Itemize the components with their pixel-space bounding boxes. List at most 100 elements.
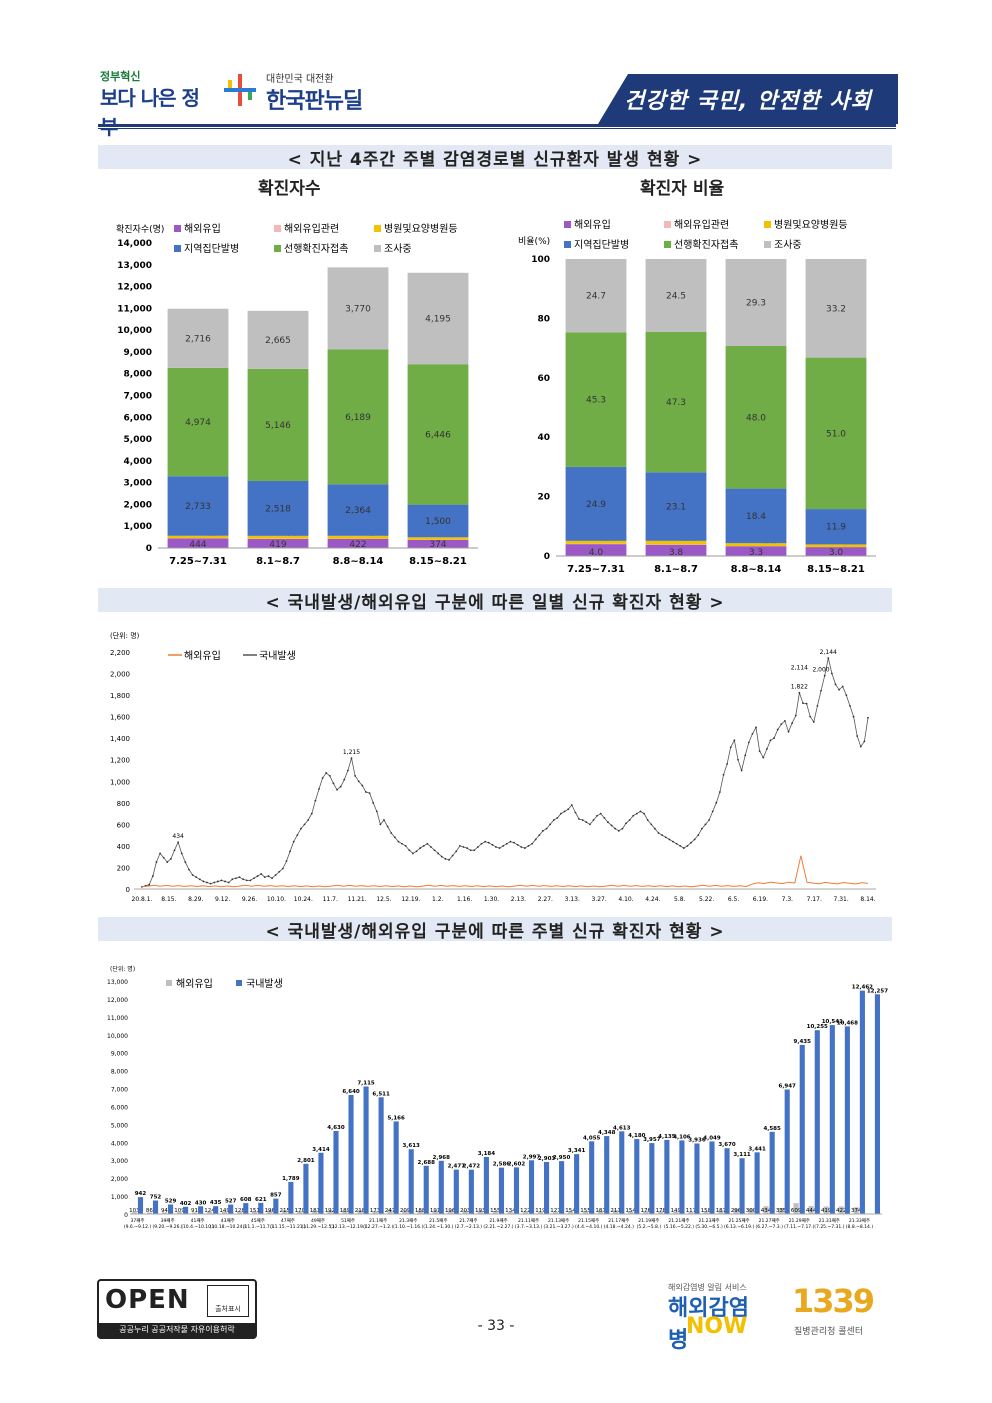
overseas-label: 155 <box>490 1208 501 1214</box>
y-tick-label: 11,000 <box>107 1015 128 1022</box>
overseas-bar <box>778 1207 784 1214</box>
domestic-point <box>188 868 190 871</box>
overseas-bar <box>372 1210 378 1214</box>
domestic-point <box>419 847 422 849</box>
y-tick-label: 2,000 <box>124 500 152 510</box>
overseas-bar <box>387 1209 393 1214</box>
domestic-bar <box>694 1143 700 1214</box>
x-tick-label: 1.16. <box>457 896 472 903</box>
x-tick-label: 4.24. <box>645 896 660 903</box>
domestic-point <box>733 739 736 742</box>
domestic-point <box>451 854 454 857</box>
y-tick-label: 8,000 <box>111 1069 128 1076</box>
overseas-bar <box>853 1207 859 1214</box>
domestic-bar <box>814 1030 820 1214</box>
domestic-bar <box>393 1121 399 1214</box>
domestic-bar <box>543 1161 550 1214</box>
domestic-point <box>841 685 844 688</box>
domestic-point <box>722 773 725 776</box>
legend-swatch-overseas <box>166 980 172 986</box>
overseas-bar <box>176 1212 183 1214</box>
domestic-label: 3,670 <box>718 1142 736 1148</box>
domestic-bar <box>348 1094 354 1214</box>
domestic-point <box>614 827 617 830</box>
x-tick-sublabel: (4.4.~4.10.) <box>575 1224 603 1230</box>
overseas-bar <box>462 1210 468 1214</box>
legend-swatch <box>174 225 181 232</box>
bar-segment <box>167 367 229 477</box>
korean-new-deal-logo: 대한민국 대전환 한국판뉴딜 <box>222 68 382 116</box>
overseas-label: 109 <box>174 1208 185 1214</box>
overseas-label: 374 <box>851 1208 862 1214</box>
overseas-bar <box>282 1210 288 1214</box>
y-tick-label: 8,000 <box>124 370 152 380</box>
overseas-bar <box>267 1210 273 1214</box>
data-label: 2,518 <box>265 504 291 514</box>
overseas-bar <box>507 1211 513 1214</box>
attribution-label: 출처표시 <box>215 1305 241 1313</box>
domestic-label: 1,789 <box>282 1176 300 1182</box>
y-tick-label: 40 <box>537 433 550 443</box>
domestic-point <box>758 750 761 753</box>
overseas-label: 335 <box>776 1208 787 1214</box>
data-label: 444 <box>189 540 206 550</box>
domestic-point <box>487 841 490 844</box>
domestic-point <box>563 810 566 813</box>
domestic-label: 10,468 <box>837 1020 858 1026</box>
overseas-bar <box>312 1210 318 1214</box>
x-tick-label: 37째주 <box>131 1217 145 1224</box>
y-tick-label: 5,000 <box>124 435 152 445</box>
domestic-point <box>325 771 328 774</box>
domestic-point <box>755 726 757 729</box>
domestic-point <box>538 834 541 837</box>
x-tick-label: 8.29. <box>188 896 203 903</box>
x-tick-label: 8.8~8.14 <box>731 564 782 575</box>
bar-segment <box>725 488 787 544</box>
overseas-bar <box>402 1210 408 1214</box>
domestic-point <box>711 810 714 813</box>
domestic-point <box>516 843 519 846</box>
bar-segment <box>565 259 627 333</box>
overseas-bar <box>598 1210 604 1214</box>
domestic-label: 4,348 <box>598 1130 616 1136</box>
domestic-label: 3,441 <box>748 1146 766 1152</box>
overseas-label: 158 <box>701 1208 712 1214</box>
domestic-bar <box>829 1025 835 1214</box>
domestic-bar <box>769 1131 775 1214</box>
y-axis-label: 확진자수(명) <box>116 223 164 235</box>
domestic-point <box>162 856 165 859</box>
domestic-point <box>148 883 151 886</box>
domestic-point <box>184 861 187 863</box>
x-tick-label: 21.11째주 <box>518 1217 539 1224</box>
domestic-label: 3,414 <box>312 1147 330 1153</box>
domestic-label: 2,801 <box>297 1158 315 1164</box>
domestic-point <box>610 824 613 827</box>
domestic-bar <box>152 1200 159 1214</box>
domestic-point <box>859 745 862 748</box>
bar-segment <box>167 308 229 368</box>
open-text: OPEN <box>105 1285 190 1315</box>
data-label: 23.1 <box>666 503 686 513</box>
domestic-bar <box>243 1203 249 1214</box>
x-tick-label: 8.1~8.7 <box>256 556 300 567</box>
domestic-point <box>646 819 649 821</box>
overseas-label: 187 <box>595 1208 606 1214</box>
domestic-point <box>856 735 859 737</box>
domestic-point <box>780 723 783 726</box>
domestic-point <box>271 877 273 880</box>
domestic-point <box>209 882 212 885</box>
data-label: 24.5 <box>666 291 686 301</box>
domestic-bar <box>589 1141 595 1214</box>
data-label: 5,146 <box>265 421 291 431</box>
domestic-point <box>401 842 403 845</box>
overseas-label: 149 <box>219 1208 230 1214</box>
domestic-label: 2,903 <box>538 1156 556 1162</box>
overseas-bar <box>552 1211 559 1214</box>
domestic-point <box>520 846 523 848</box>
data-label: 3.0 <box>829 548 844 558</box>
data-label: 33.2 <box>826 304 846 314</box>
bar-segment <box>565 466 627 541</box>
bar-segment <box>805 357 867 510</box>
domestic-point <box>245 879 248 882</box>
x-tick-sublabel: (9.6.~9.12.) <box>124 1224 152 1230</box>
